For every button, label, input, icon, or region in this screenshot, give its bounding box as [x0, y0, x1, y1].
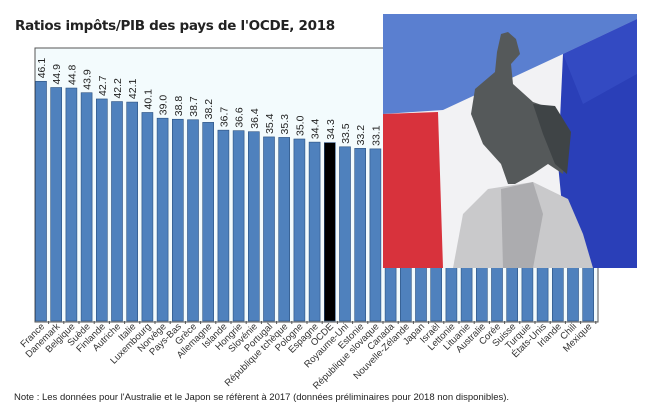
value-label: 35.0	[294, 115, 306, 136]
value-label: 33.1	[370, 125, 382, 146]
bar-1	[50, 87, 63, 322]
chart-title: Ratios impôts/PIB des pays de l'OCDE, 20…	[15, 18, 335, 34]
value-label: 42.7	[97, 75, 109, 96]
value-label: 35.4	[264, 113, 276, 134]
bar-22	[369, 148, 382, 322]
french-rooster-flag-photo	[383, 14, 637, 268]
bar-14	[248, 131, 260, 322]
value-label: 35.3	[279, 114, 291, 135]
value-label: 40.1	[142, 89, 154, 110]
value-label: 44.9	[51, 64, 63, 85]
bar-16	[278, 137, 291, 322]
value-label: 38.2	[203, 99, 215, 120]
value-label: 36.7	[218, 107, 230, 128]
bar-5	[111, 101, 123, 322]
bar-9	[172, 118, 184, 322]
value-label: 42.1	[127, 78, 139, 99]
bar-2	[65, 87, 78, 322]
bar-15	[263, 136, 275, 322]
bar-7	[141, 112, 154, 322]
bar-18	[308, 141, 321, 322]
value-label: 36.6	[234, 107, 246, 128]
bar-13	[232, 130, 245, 322]
value-label: 44.8	[66, 64, 78, 85]
value-label: 38.7	[188, 96, 200, 117]
footnote: Note : Les données pour l'Australie et l…	[14, 392, 510, 403]
bar-0	[35, 80, 47, 322]
bar-20	[339, 146, 351, 322]
value-label: 34.3	[325, 119, 337, 140]
bar-17	[293, 138, 306, 322]
bar-3	[80, 92, 93, 322]
bar-8	[156, 117, 169, 322]
bar-21	[354, 148, 367, 322]
bar-6	[126, 101, 138, 322]
bar-11	[202, 122, 214, 322]
bar-10	[187, 119, 199, 322]
bar-4	[96, 98, 108, 322]
value-label: 33.5	[340, 123, 352, 144]
bar-12	[217, 129, 230, 322]
value-label: 39.0	[158, 95, 170, 116]
value-label: 38.8	[173, 96, 185, 117]
value-label: 33.2	[355, 125, 367, 146]
value-label: 36.4	[249, 108, 261, 129]
value-label: 42.2	[112, 78, 124, 99]
bar-19	[323, 142, 336, 322]
value-label: 46.1	[36, 58, 48, 79]
value-label: 43.9	[82, 69, 94, 90]
value-label: 34.4	[310, 119, 322, 140]
